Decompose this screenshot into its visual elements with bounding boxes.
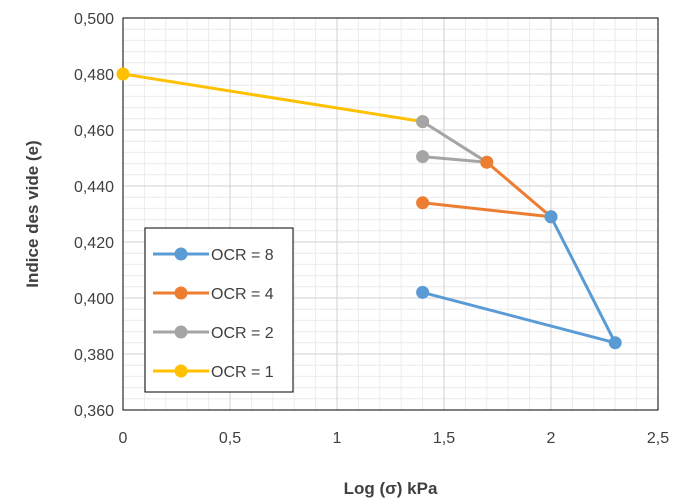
legend-label: OCR = 2 <box>211 325 274 342</box>
y-tick-label: 0,460 <box>74 123 114 140</box>
y-tick-label: 0,380 <box>74 347 114 364</box>
data-point <box>116 67 130 81</box>
legend-label: OCR = 1 <box>211 364 274 381</box>
data-point <box>416 196 430 210</box>
legend-item: OCR = 1 <box>153 364 274 381</box>
x-tick-label: 2 <box>547 430 556 447</box>
y-tick-label: 0,480 <box>74 67 114 84</box>
y-tick-label: 0,400 <box>74 291 114 308</box>
data-point <box>544 210 558 224</box>
legend-swatch-marker <box>174 247 188 261</box>
series-line <box>421 215 617 345</box>
series-line <box>121 72 425 124</box>
legend-label: OCR = 8 <box>211 247 274 264</box>
series-line <box>421 120 489 164</box>
data-point <box>416 150 430 164</box>
data-point <box>608 336 622 350</box>
data-point <box>416 285 430 299</box>
series-ocr-8 <box>416 210 622 350</box>
data-point <box>416 115 430 129</box>
y-axis-title: Indice des vide (e) <box>23 140 42 287</box>
x-tick-label: 1,5 <box>433 430 455 447</box>
legend-item: OCR = 4 <box>153 286 274 303</box>
legend-item: OCR = 2 <box>153 325 274 342</box>
y-tick-label: 0,500 <box>74 11 114 28</box>
x-tick-label: 0 <box>119 430 128 447</box>
y-tick-label: 0,420 <box>74 235 114 252</box>
legend-swatch-marker <box>174 364 188 378</box>
y-tick-label: 0,360 <box>74 403 114 420</box>
x-tick-label: 1 <box>333 430 342 447</box>
plot-area-frame <box>122 17 659 411</box>
x-axis-title: Log (σ) kPa <box>344 479 438 498</box>
y-tick-label: 0,440 <box>74 179 114 196</box>
x-tick-label: 0,5 <box>219 430 241 447</box>
legend-label: OCR = 4 <box>211 286 274 303</box>
data-point <box>480 155 494 169</box>
legend: OCR = 8 OCR = 4 OCR = 2 OCR = 1 <box>144 227 294 393</box>
minor-grid <box>123 18 658 410</box>
y-tick-labels: 0,360 0,380 0,400 0,420 0,440 0,460 0,480 0,500 <box>74 11 114 420</box>
series-layer <box>116 67 622 350</box>
x-tick-label: 2,5 <box>647 430 669 447</box>
x-tick-labels: 0 0,5 1 1,5 2 2,5 <box>119 430 670 447</box>
legend-item: OCR = 8 <box>153 247 274 264</box>
legend-swatch-marker <box>174 325 188 339</box>
legend-swatch-marker <box>174 286 188 300</box>
